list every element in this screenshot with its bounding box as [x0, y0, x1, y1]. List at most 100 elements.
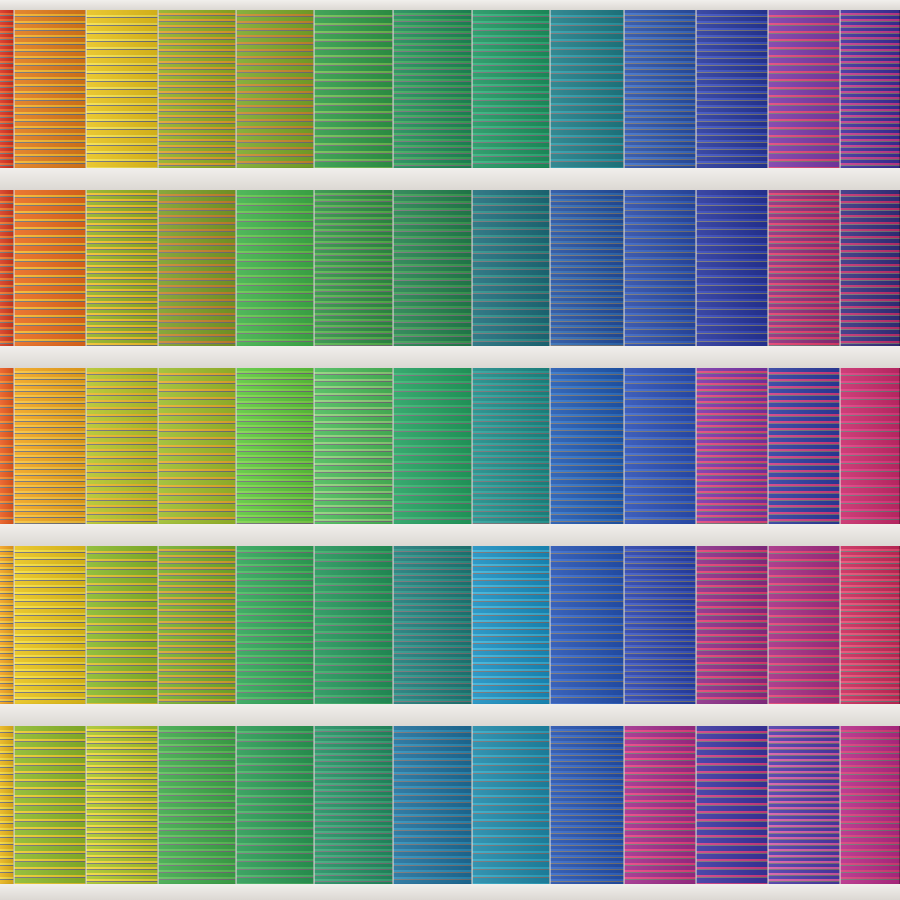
blind-panel	[393, 10, 472, 168]
window-mullion	[839, 190, 841, 346]
window-mullion	[695, 10, 697, 168]
window-mullion	[549, 10, 551, 168]
floor-slab	[0, 524, 900, 546]
window-mullion	[767, 10, 769, 168]
window-mullion	[623, 10, 625, 168]
blind-panel	[840, 368, 900, 524]
window-mullion	[13, 546, 15, 704]
window-mullion	[157, 726, 159, 884]
window-mullion	[313, 190, 315, 346]
blind-panel	[236, 368, 314, 524]
blind-panel	[86, 10, 158, 168]
blind-panel	[393, 546, 472, 704]
window-mullion	[13, 368, 15, 524]
window-mullion	[392, 368, 394, 524]
blind-panel	[236, 726, 314, 884]
blind-panel	[0, 368, 14, 524]
window-mullion	[695, 546, 697, 704]
window-mullion	[157, 190, 159, 346]
blind-panel	[768, 726, 840, 884]
window-mullion	[13, 726, 15, 884]
blind-panel	[696, 190, 768, 346]
window-row-1	[0, 10, 900, 168]
blind-panel	[314, 546, 393, 704]
window-row-4	[0, 546, 900, 704]
window-row-2	[0, 190, 900, 346]
blind-panel	[624, 368, 696, 524]
floor-slab	[0, 0, 900, 10]
blind-panel	[14, 546, 86, 704]
window-mullion	[471, 368, 473, 524]
window-mullion	[392, 726, 394, 884]
blind-panel	[840, 190, 900, 346]
floor-slab	[0, 884, 900, 900]
blind-panel	[14, 10, 86, 168]
blind-panel	[840, 726, 900, 884]
window-mullion	[157, 10, 159, 168]
blind-panel	[472, 190, 550, 346]
window-mullion	[313, 368, 315, 524]
window-mullion	[313, 546, 315, 704]
blind-panel	[158, 10, 236, 168]
window-mullion	[839, 726, 841, 884]
blind-panel	[393, 368, 472, 524]
blind-panel	[472, 10, 550, 168]
window-mullion	[695, 368, 697, 524]
blind-panel	[86, 190, 158, 346]
window-mullion	[549, 368, 551, 524]
blind-panel	[393, 190, 472, 346]
blind-panel	[314, 10, 393, 168]
window-mullion	[85, 726, 87, 884]
window-mullion	[85, 368, 87, 524]
blind-panel	[840, 546, 900, 704]
window-mullion	[767, 546, 769, 704]
blind-panel	[0, 190, 14, 346]
window-mullion	[157, 546, 159, 704]
window-mullion	[839, 368, 841, 524]
blind-panel	[314, 368, 393, 524]
floor-slab	[0, 704, 900, 726]
window-mullion	[235, 546, 237, 704]
window-mullion	[313, 10, 315, 168]
window-mullion	[313, 726, 315, 884]
blind-panel	[696, 368, 768, 524]
blind-panel	[14, 726, 86, 884]
blind-panel	[314, 190, 393, 346]
window-mullion	[623, 368, 625, 524]
blind-panel	[393, 726, 472, 884]
blind-panel	[840, 10, 900, 168]
blind-panel	[550, 546, 624, 704]
blind-panel	[86, 546, 158, 704]
window-mullion	[767, 726, 769, 884]
blind-panel	[768, 368, 840, 524]
blind-panel	[696, 726, 768, 884]
blind-panel	[236, 190, 314, 346]
blind-panel	[624, 190, 696, 346]
window-mullion	[839, 546, 841, 704]
blind-panel	[472, 368, 550, 524]
blind-panel	[550, 726, 624, 884]
blind-panel	[158, 190, 236, 346]
blind-panel	[768, 546, 840, 704]
blind-panel	[768, 10, 840, 168]
window-mullion	[392, 546, 394, 704]
blind-panel	[624, 10, 696, 168]
window-mullion	[549, 546, 551, 704]
blind-panel	[236, 10, 314, 168]
blind-panel	[550, 190, 624, 346]
window-mullion	[235, 190, 237, 346]
blind-panel	[624, 546, 696, 704]
window-mullion	[85, 10, 87, 168]
blind-panel	[624, 726, 696, 884]
blind-panel	[696, 10, 768, 168]
window-mullion	[235, 726, 237, 884]
window-mullion	[13, 190, 15, 346]
blind-panel	[550, 368, 624, 524]
window-mullion	[839, 10, 841, 168]
blind-panel	[550, 10, 624, 168]
blind-panel	[14, 368, 86, 524]
blind-panel	[86, 368, 158, 524]
window-mullion	[695, 726, 697, 884]
window-mullion	[549, 726, 551, 884]
